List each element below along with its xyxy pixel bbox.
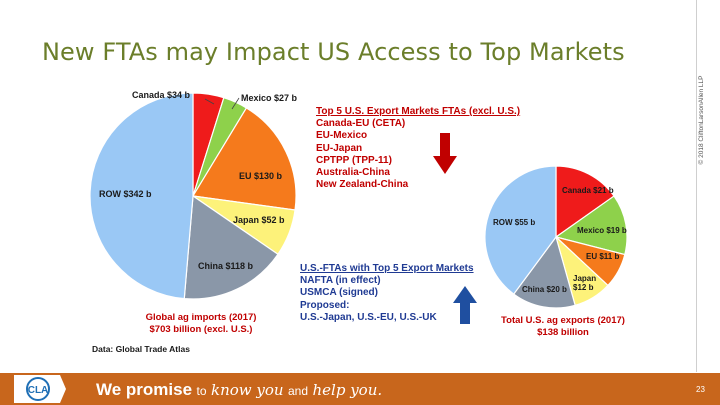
tagline-help-you: help you.: [312, 381, 383, 399]
tagline-we-promise: We promise: [96, 380, 193, 399]
cla-logo-icon: CLA: [14, 375, 66, 403]
left-label-mexico: Mexico $27 b: [241, 93, 298, 103]
right-pie-caption: Total U.S. ag exports (2017) $138 billio…: [496, 315, 630, 339]
left-label-china: China $118 b: [198, 261, 254, 271]
left-label-canada: Canada $34 b: [132, 90, 191, 100]
us-ftas-list: U.S.-FTAs with Top 5 Export Markets NAFT…: [300, 263, 474, 324]
page-number: 23: [696, 385, 705, 394]
fta-top5-heading: Top 5 U.S. Export Markets FTAs (excl. U.…: [316, 106, 521, 117]
fta-top5-item: EU-Mexico: [316, 130, 368, 142]
us-ftas-item: Proposed:: [300, 299, 350, 311]
fta-top5-item: New Zealand-China: [316, 179, 409, 191]
logo-text: CLA: [28, 385, 49, 396]
right-pie-slice-china: [512, 235, 576, 309]
left-label-japan: Japan $52 b: [233, 215, 285, 225]
left-label-row: ROW $342 b: [99, 189, 152, 199]
data-source: Data: Global Trade Atlas: [92, 344, 190, 354]
fta-top5-item: Australia-China: [316, 167, 390, 179]
left-leader-mexico: [231, 97, 240, 110]
tagline-to: to: [196, 384, 207, 398]
left-pie-slice-china: [183, 194, 279, 300]
right-label-canada: Canada $21 b: [562, 186, 614, 195]
slide-title: New FTAs may Impact US Access to Top Mar…: [42, 38, 625, 66]
left-caption-line1: Global ag imports (2017): [145, 312, 257, 323]
right-pie-slice-row: [484, 165, 557, 295]
right-label-mexico: Mexico $19 b: [577, 226, 627, 235]
divider-line: [696, 0, 697, 372]
right-label-row: ROW $55 b: [493, 218, 535, 227]
tagline-know-you: know you: [210, 381, 284, 399]
left-pie-caption: Global ag imports (2017) $703 billion (e…: [136, 312, 266, 336]
footer-bar: CLA We promise to know you and help you.…: [0, 373, 720, 405]
left-pie-slice-row: [89, 92, 194, 300]
cla-logo: CLA: [14, 375, 66, 403]
right-caption-line2: $138 billion: [537, 327, 589, 338]
left-leader-canada: [204, 98, 215, 105]
right-label-china: China $20 b: [522, 285, 567, 294]
right-label-japan-2: $12 b: [573, 283, 594, 292]
left-caption-line2: $703 billion (excl. U.S.): [149, 324, 253, 335]
left-pie-slice-eu: [192, 107, 297, 211]
us-ftas-item: NAFTA (in effect): [300, 275, 381, 287]
right-pie-slice-canada: [555, 165, 615, 239]
right-pie-chart: [484, 165, 628, 309]
fta-top5-item: EU-Japan: [316, 142, 363, 154]
footer-tagline: We promise to know you and help you.: [96, 380, 382, 400]
fta-top5-item: Canada-EU (CETA): [316, 118, 406, 130]
us-ftas-heading: U.S.-FTAs with Top 5 Export Markets: [300, 263, 474, 274]
left-pie-chart: [89, 92, 297, 300]
right-caption-line1: Total U.S. ag exports (2017): [501, 315, 625, 326]
tagline-and: and: [288, 384, 309, 398]
down-arrow-icon: [433, 133, 457, 174]
us-ftas-item: U.S.-Japan, U.S.-EU, U.S.-UK: [300, 311, 437, 323]
charts-canvas: Canada $34 b Mexico $27 b EU $130 b Japa…: [89, 90, 628, 324]
right-pie-slice-mexico: [554, 195, 628, 256]
us-ftas-item: USMCA (signed): [300, 287, 378, 299]
up-arrow-icon: [453, 286, 477, 324]
right-label-eu: EU $11 b: [586, 252, 619, 261]
fta-top5-item: CPTPP (TPP-11): [316, 154, 392, 166]
right-label-japan-1: Japan: [573, 274, 596, 283]
left-label-eu: EU $130 b: [239, 171, 283, 181]
fta-top5-list: Top 5 U.S. Export Markets FTAs (excl. U.…: [316, 106, 520, 191]
